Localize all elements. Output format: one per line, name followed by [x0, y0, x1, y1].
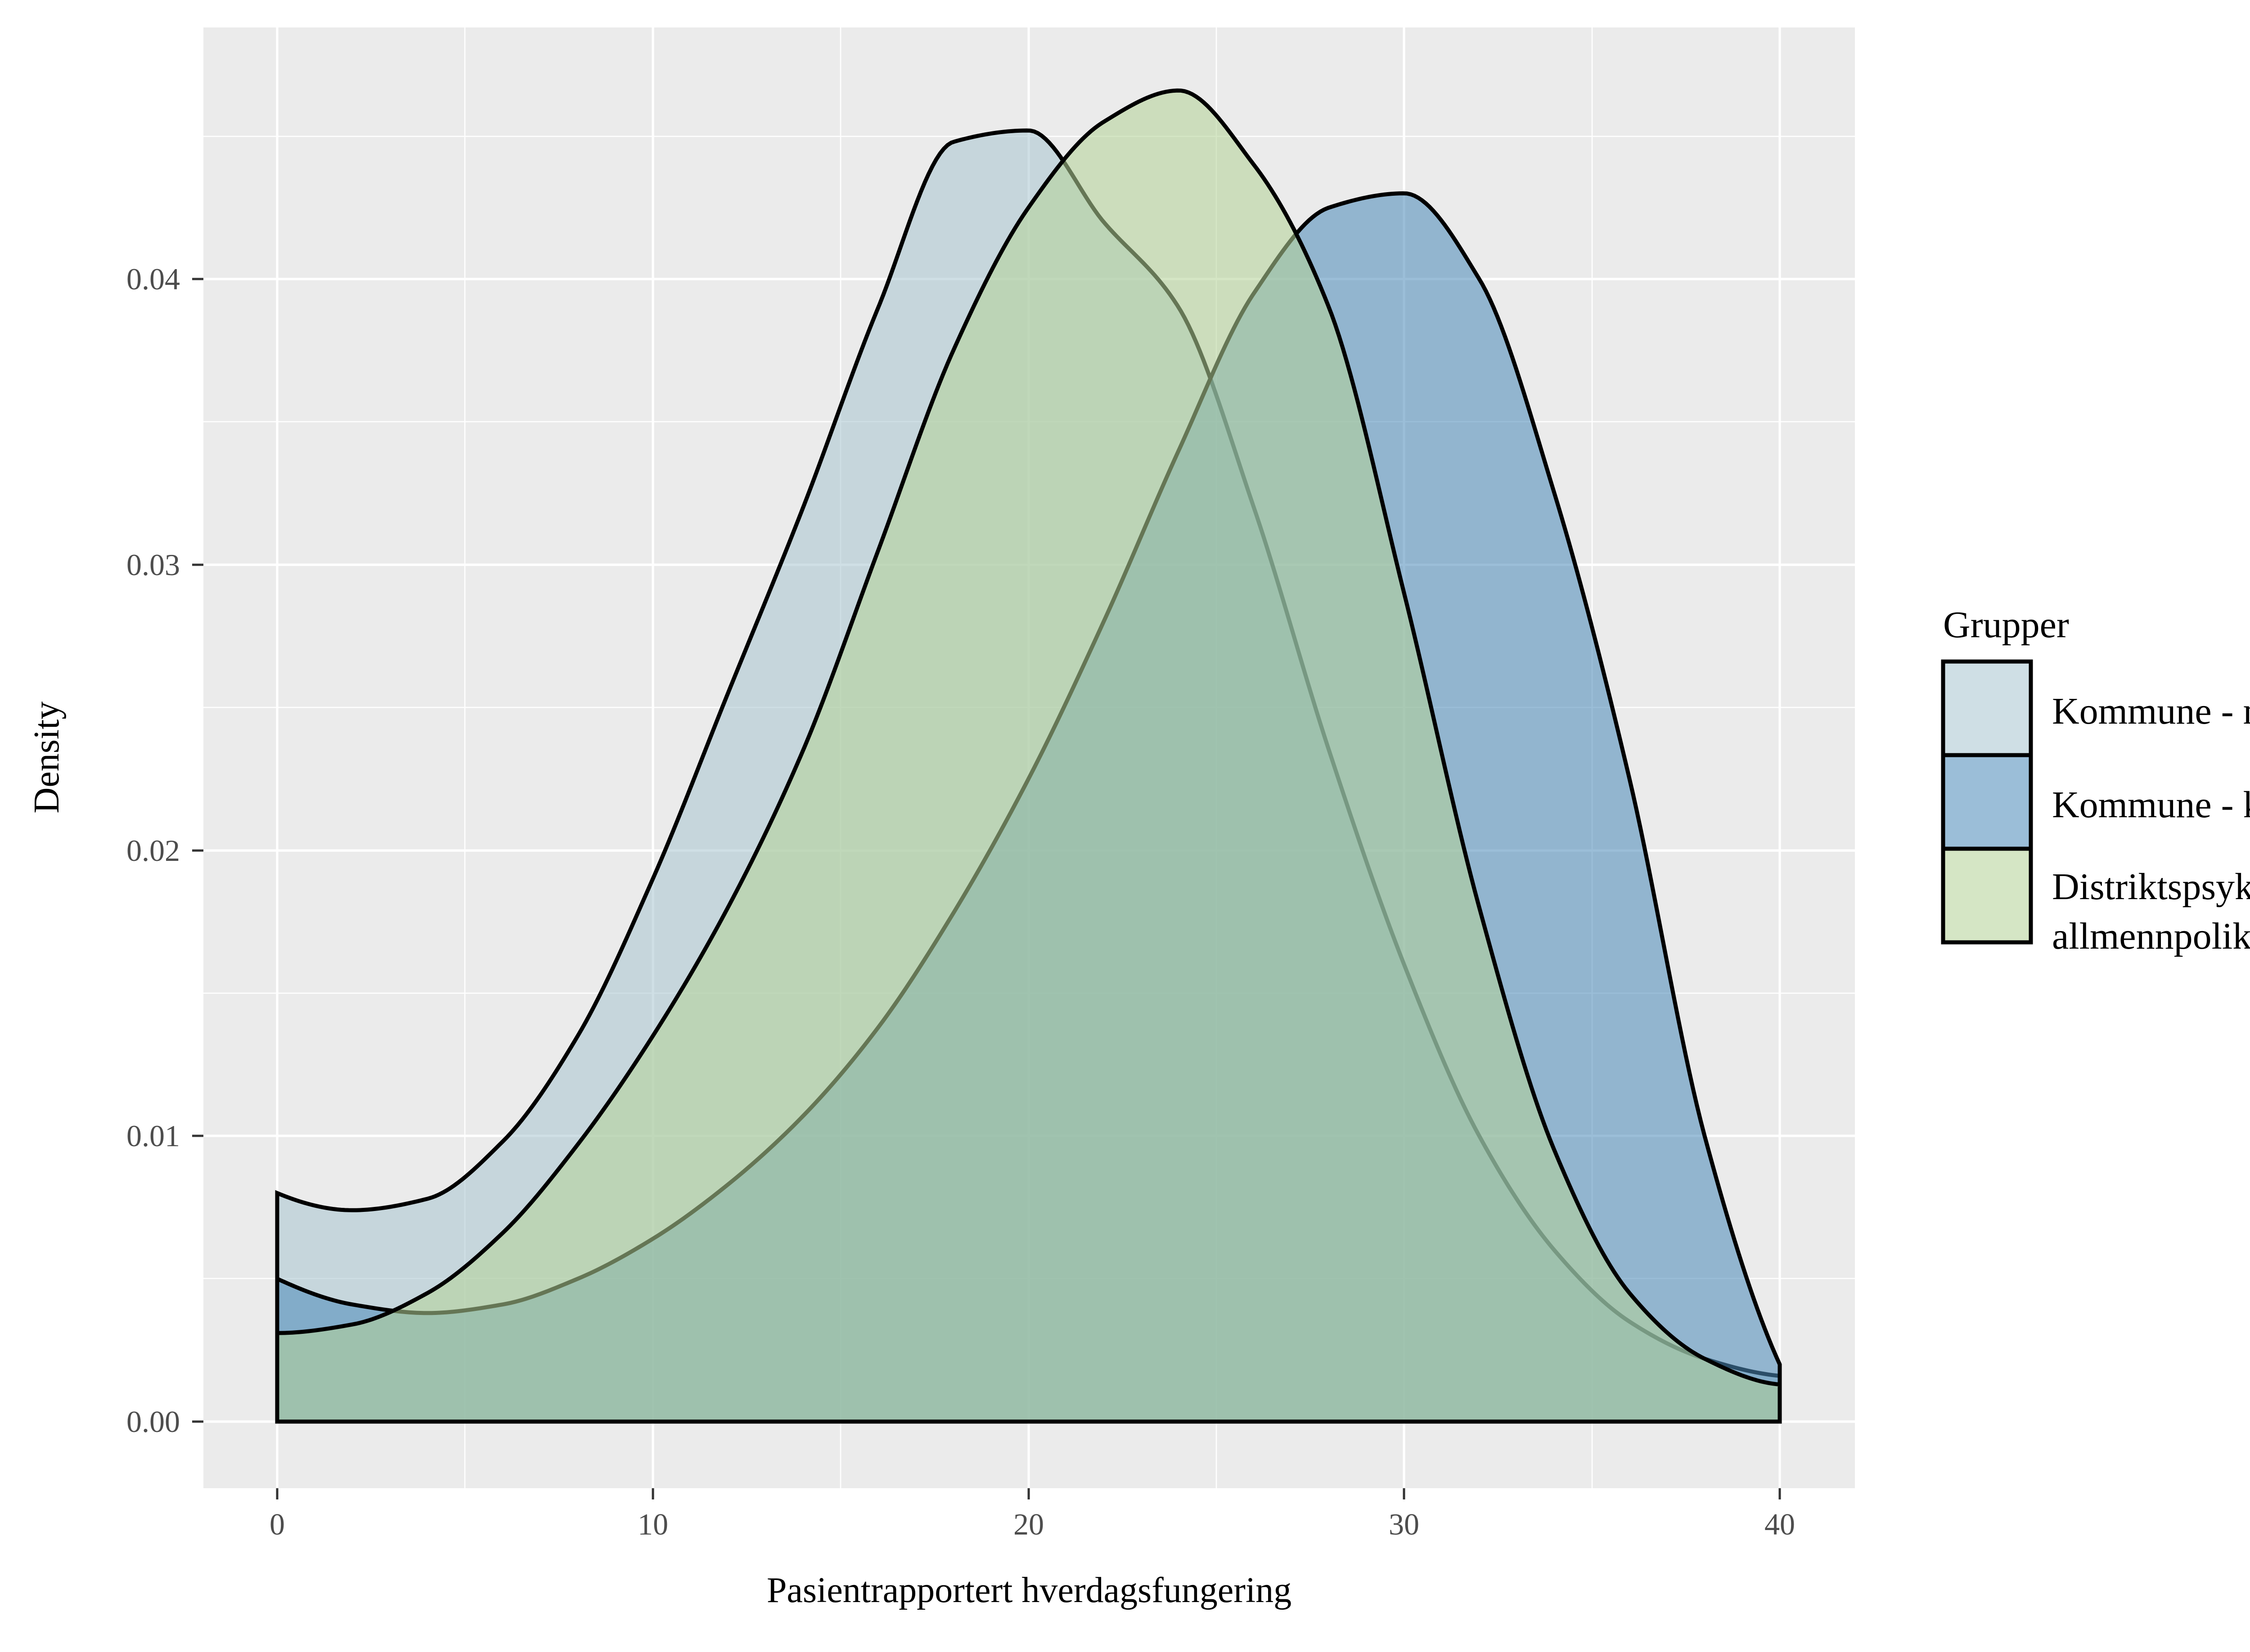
svg-text:40: 40: [1764, 1507, 1795, 1541]
svg-text:Grupper: Grupper: [1943, 604, 2069, 646]
svg-text:0: 0: [270, 1507, 285, 1541]
svg-text:20: 20: [1013, 1507, 1044, 1541]
svg-text:Density: Density: [27, 702, 67, 814]
svg-text:Kommune - milde til moderate: Kommune - milde til moderate: [2052, 690, 2250, 732]
svg-text:Distriktspsykiatrisk senter -: Distriktspsykiatrisk senter -: [2052, 866, 2250, 908]
svg-text:Pasientrapportert hverdagsfung: Pasientrapportert hverdagsfungering: [767, 1571, 1292, 1610]
svg-text:0.01: 0.01: [126, 1119, 180, 1153]
svg-text:0.00: 0.00: [126, 1404, 180, 1439]
svg-text:0.03: 0.03: [126, 548, 180, 582]
svg-text:0.04: 0.04: [126, 262, 180, 296]
svg-text:allmennpoliklinikk: allmennpoliklinikk: [2052, 915, 2250, 957]
svg-text:30: 30: [1389, 1507, 1419, 1541]
svg-text:0.02: 0.02: [126, 833, 180, 868]
svg-text:Kommune - komplekse plager: Kommune - komplekse plager: [2052, 784, 2250, 826]
svg-text:10: 10: [638, 1507, 668, 1541]
